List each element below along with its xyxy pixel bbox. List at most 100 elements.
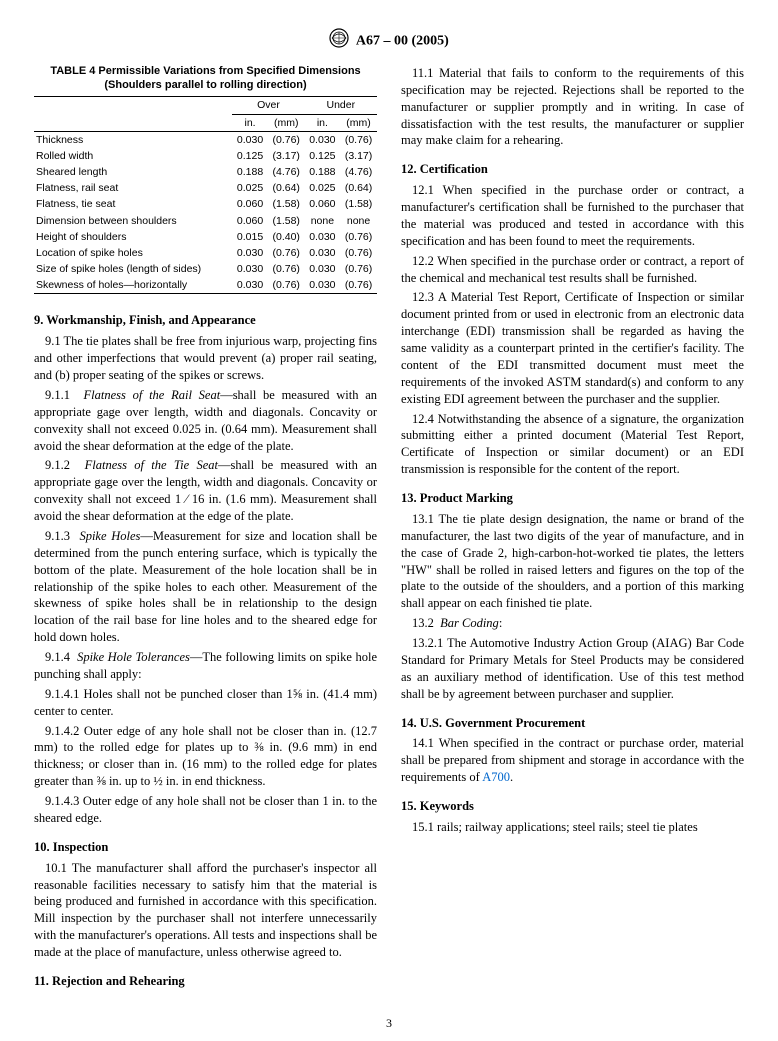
para-12-1: 12.1 When specified in the purchase orde… [401,182,744,250]
col-group-over: Over [232,97,304,114]
para-11-1: 11.1 Material that fails to conform to t… [401,65,744,149]
para-9-1-4-3: 9.1.4.3 Outer edge of any hole shall not… [34,793,377,827]
cell: 0.030 [305,131,340,148]
page-number: 3 [0,1015,778,1031]
row-label: Dimension between shoulders [34,213,232,229]
unit-header: (mm) [340,114,377,131]
cell: 0.030 [305,261,340,277]
table-row: Rolled width0.125(3.17)0.125(3.17) [34,148,377,164]
cell: 0.025 [232,180,267,196]
cell: (0.76) [268,245,305,261]
cell: 0.060 [232,213,267,229]
row-label: Location of spike holes [34,245,232,261]
para-12-4: 12.4 Notwithstanding the absence of a si… [401,411,744,479]
para-15-1: 15.1 rails; railway applications; steel … [401,819,744,836]
col-group-under: Under [305,97,377,114]
section-title-15: 15. Keywords [401,798,744,815]
para-9-1-4-1: 9.1.4.1 Holes shall not be punched close… [34,686,377,720]
para-13-2: 13.2 Bar Coding: [401,615,744,632]
cell: (0.76) [268,277,305,294]
cell: (0.76) [340,229,377,245]
document-designation: A67 – 00 (2005) [356,34,449,49]
cell: none [305,213,340,229]
section-title-13: 13. Product Marking [401,490,744,507]
table-row: Location of spike holes0.030(0.76)0.030(… [34,245,377,261]
table-row: Dimension between shoulders0.060(1.58)no… [34,213,377,229]
link-a700[interactable]: A700 [482,770,510,784]
cell: none [340,213,377,229]
section-title-11: 11. Rejection and Rehearing [34,973,377,990]
section-title-12: 12. Certification [401,161,744,178]
row-label: Size of spike holes (length of sides) [34,261,232,277]
table-row: Thickness0.030(0.76)0.030(0.76) [34,131,377,148]
cell: 0.030 [305,277,340,294]
para-9-1-2: 9.1.2 Flatness of the Tie Seat—shall be … [34,457,377,525]
unit-header: in. [305,114,340,131]
cell: (4.76) [268,164,305,180]
cell: (4.76) [340,164,377,180]
table-row: Size of spike holes (length of sides)0.0… [34,261,377,277]
cell: 0.125 [305,148,340,164]
section-title-10: 10. Inspection [34,839,377,856]
cell: 0.015 [232,229,267,245]
table4-caption: TABLE 4 Permissible Variations from Spec… [34,65,377,93]
cell: 0.030 [305,245,340,261]
cell: (0.64) [268,180,305,196]
cell: (1.58) [268,213,305,229]
para-9-1-4-2: 9.1.4.2 Outer edge of any hole shall not… [34,723,377,791]
cell: (0.76) [340,277,377,294]
cell: (1.58) [268,196,305,212]
table-row: Flatness, tie seat0.060(1.58)0.060(1.58) [34,196,377,212]
cell: 0.188 [305,164,340,180]
cell: (0.76) [268,131,305,148]
cell: (0.76) [340,245,377,261]
para-12-3: 12.3 A Material Test Report, Certificate… [401,289,744,407]
para-9-1-1: 9.1.1 Flatness of the Rail Seat—shall be… [34,387,377,455]
para-13-2-1: 13.2.1 The Automotive Industry Action Gr… [401,635,744,703]
section-title-14: 14. U.S. Government Procurement [401,715,744,732]
table-row: Sheared length0.188(4.76)0.188(4.76) [34,164,377,180]
para-9-1-4: 9.1.4 Spike Hole Tolerances—The followin… [34,649,377,683]
cell: 0.030 [232,245,267,261]
para-13-1: 13.1 The tie plate design designation, t… [401,511,744,612]
table4-block: TABLE 4 Permissible Variations from Spec… [34,65,377,295]
cell: (0.40) [268,229,305,245]
cell: 0.030 [232,277,267,294]
cell: 0.025 [305,180,340,196]
para-9-1-3: 9.1.3 Spike Holes—Measurement for size a… [34,528,377,646]
cell: (1.58) [340,196,377,212]
cell: 0.030 [305,229,340,245]
cell: (0.76) [340,261,377,277]
cell: 0.060 [232,196,267,212]
table-row: Height of shoulders0.015(0.40)0.030(0.76… [34,229,377,245]
row-label: Thickness [34,131,232,148]
para-10-1: 10.1 The manufacturer shall afford the p… [34,860,377,961]
astm-logo-icon [329,28,349,55]
row-label: Rolled width [34,148,232,164]
cell: 0.030 [232,261,267,277]
section-title-9: 9. Workmanship, Finish, and Appearance [34,312,377,329]
para-9-1: 9.1 The tie plates shall be free from in… [34,333,377,384]
cell: (0.64) [340,180,377,196]
cell: (3.17) [340,148,377,164]
cell: 0.060 [305,196,340,212]
table-row: Skewness of holes—horizontally0.030(0.76… [34,277,377,294]
cell: (3.17) [268,148,305,164]
document-header: A67 – 00 (2005) [34,28,744,55]
cell: 0.030 [232,131,267,148]
table4: Over Under in. (mm) in. (mm) Thickness0.… [34,96,377,294]
para-14-1: 14.1 When specified in the contract or p… [401,735,744,786]
cell: 0.188 [232,164,267,180]
row-label: Height of shoulders [34,229,232,245]
row-label: Flatness, tie seat [34,196,232,212]
cell: 0.125 [232,148,267,164]
table-row: Flatness, rail seat0.025(0.64)0.025(0.64… [34,180,377,196]
unit-header: (mm) [268,114,305,131]
row-label: Skewness of holes—horizontally [34,277,232,294]
cell: (0.76) [268,261,305,277]
para-12-2: 12.2 When specified in the purchase orde… [401,253,744,287]
cell: (0.76) [340,131,377,148]
row-label: Sheared length [34,164,232,180]
unit-header: in. [232,114,267,131]
row-label: Flatness, rail seat [34,180,232,196]
